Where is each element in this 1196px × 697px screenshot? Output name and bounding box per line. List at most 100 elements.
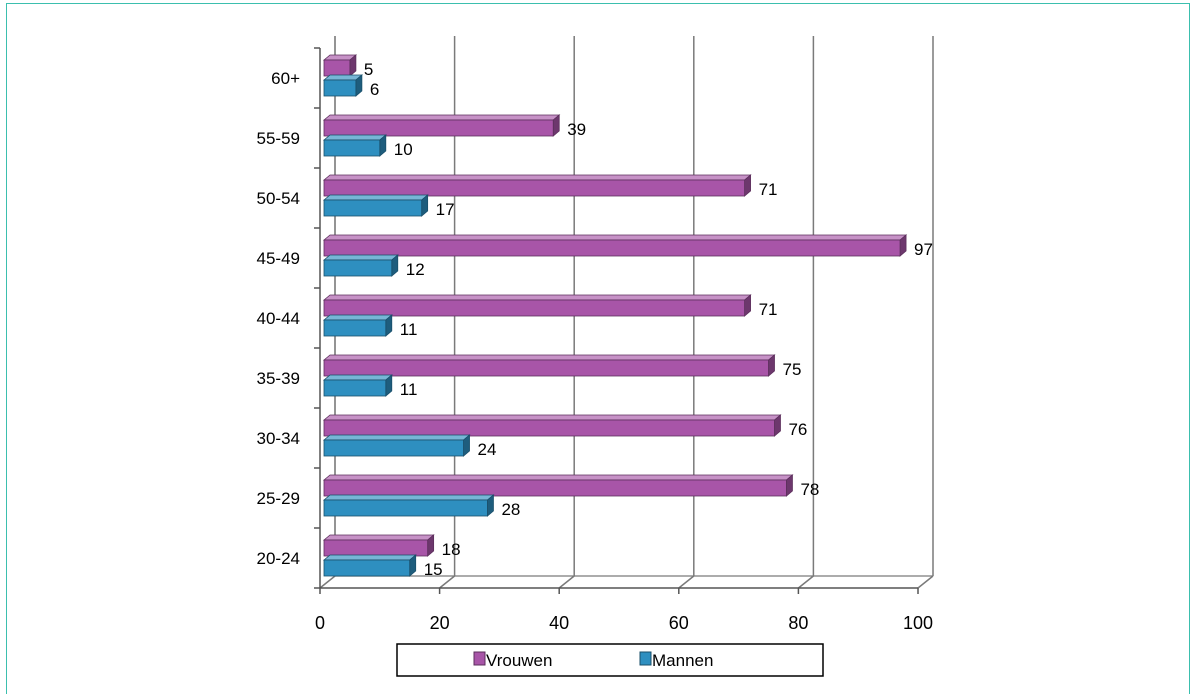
bar-front-face <box>323 319 387 337</box>
bar-vrouwen <box>322 174 752 197</box>
value-label: 71 <box>759 300 778 319</box>
category-labels: 20-24 25-29 30-34 35-39 40-44 45-49 50-54 55-59… <box>257 69 301 568</box>
legend: Vrouwen Mannen <box>396 643 824 677</box>
x-tick-label: 20 <box>430 613 450 633</box>
value-label: 78 <box>800 480 819 499</box>
bar-top-face <box>322 294 752 301</box>
bar-top-face <box>322 134 387 141</box>
bar-front-face <box>323 499 488 517</box>
category-label: 50-54 <box>257 189 300 208</box>
bar-front-face <box>323 559 411 577</box>
bar-front-face <box>323 539 429 557</box>
bar-top-face <box>322 534 435 541</box>
figure-frame <box>6 3 1190 694</box>
value-label: 75 <box>783 360 802 379</box>
value-label: 39 <box>567 120 586 139</box>
floor-gridline <box>797 575 814 589</box>
x-tick-labels: 0 20 40 60 80 100 <box>315 613 933 633</box>
legend-swatch-mannen <box>639 651 652 666</box>
bar-top-face <box>322 494 495 501</box>
value-label: 76 <box>788 420 807 439</box>
bar-vrouwen <box>322 294 752 317</box>
bar-top-face <box>322 434 471 441</box>
bar-top-face <box>322 254 399 261</box>
floor-gridline <box>439 575 456 589</box>
legend-label-mannen: Mannen <box>652 651 713 670</box>
legend-swatch-vrouwen <box>473 651 486 666</box>
value-label: 97 <box>914 240 933 259</box>
floor-gridline <box>319 575 336 589</box>
bar-front-face <box>323 439 464 457</box>
category-label: 35-39 <box>257 369 300 388</box>
bar-front-face <box>323 79 357 97</box>
floor-gridline <box>558 575 575 589</box>
bar-vrouwen <box>322 54 358 77</box>
legend-box <box>396 643 824 677</box>
x-tick-label: 80 <box>788 613 808 633</box>
x-tick-label: 40 <box>549 613 569 633</box>
bar-top-face <box>322 374 393 381</box>
bar-top-face <box>322 114 561 121</box>
bar-front-face <box>323 419 775 437</box>
legend-label-vrouwen: Vrouwen <box>486 651 552 670</box>
bar-top-face <box>322 354 776 361</box>
bar-mannen <box>322 434 471 457</box>
bar-front-face <box>323 119 554 137</box>
bar-vrouwen <box>322 414 782 437</box>
value-label: 10 <box>394 140 413 159</box>
floor-gridline <box>678 575 695 589</box>
value-label: 17 <box>436 200 455 219</box>
value-label: 24 <box>478 440 497 459</box>
bar-top-face <box>322 234 908 241</box>
bar-top-face <box>322 474 794 481</box>
bar-mannen <box>322 494 495 517</box>
bar-front-face <box>323 479 787 497</box>
x-tick-label: 100 <box>903 613 933 633</box>
bar-vrouwen <box>322 354 776 377</box>
value-label: 5 <box>364 60 373 79</box>
category-label: 60+ <box>271 69 300 88</box>
bar-top-face <box>322 194 429 201</box>
bar-vrouwen <box>322 114 561 137</box>
category-label: 20-24 <box>257 549 300 568</box>
value-label: 12 <box>406 260 425 279</box>
value-label: 11 <box>400 320 418 339</box>
value-label: 6 <box>370 80 379 99</box>
bar-mannen <box>322 314 393 337</box>
bar-mannen <box>322 374 393 397</box>
x-tick-label: 60 <box>669 613 689 633</box>
bars <box>322 54 908 577</box>
x-tick-label: 0 <box>315 613 325 633</box>
category-label: 40-44 <box>257 309 300 328</box>
category-label: 45-49 <box>257 249 300 268</box>
category-label: 25-29 <box>257 489 300 508</box>
bar-front-face <box>323 239 901 257</box>
bar-vrouwen <box>322 534 435 557</box>
bar-front-face <box>323 359 769 377</box>
bar-vrouwen <box>322 474 794 497</box>
bar-vrouwen <box>322 234 908 257</box>
bar-front-face <box>323 139 381 157</box>
bar-mannen <box>322 554 417 577</box>
value-label: 71 <box>759 180 778 199</box>
bar-mannen <box>322 134 387 157</box>
bar-mannen <box>322 194 429 217</box>
bar-front-face <box>323 179 745 197</box>
category-label: 55-59 <box>257 129 300 148</box>
value-label: 28 <box>501 500 520 519</box>
bar-front-face <box>323 379 387 397</box>
category-label: 30-34 <box>257 429 300 448</box>
bar-front-face <box>323 59 351 77</box>
bar-mannen <box>322 254 399 277</box>
bar-top-face <box>322 174 752 181</box>
bar-top-face <box>322 314 393 321</box>
bar-top-face <box>322 554 417 561</box>
floor-gridline <box>917 575 934 589</box>
value-label: 11 <box>400 380 418 399</box>
bar-front-face <box>323 299 745 317</box>
bar-mannen <box>322 74 363 97</box>
value-label: 18 <box>442 540 461 559</box>
value-label: 15 <box>424 560 443 579</box>
